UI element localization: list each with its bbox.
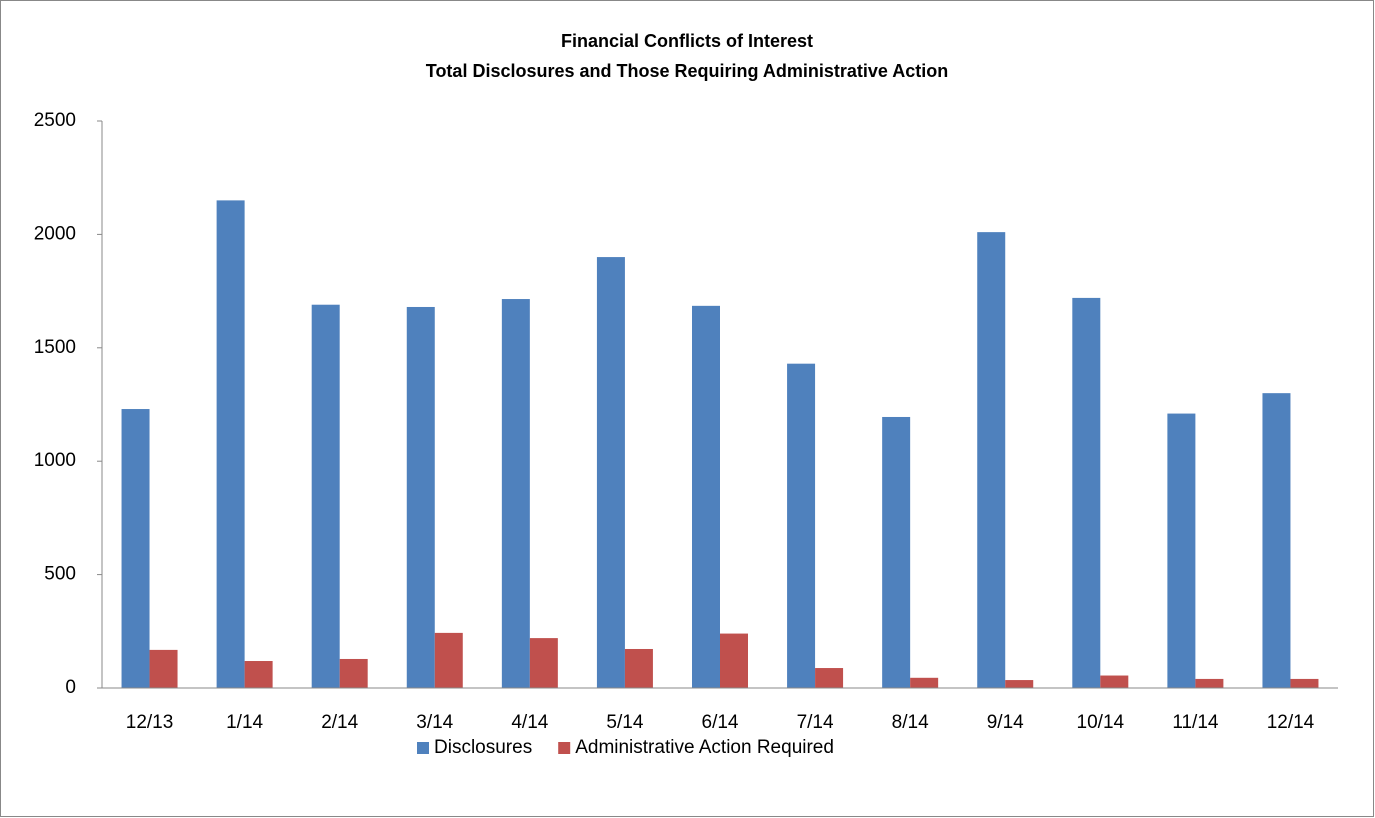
bar [720, 633, 748, 688]
x-tick-label: 8/14 [892, 712, 929, 733]
x-tick-label: 12/13 [126, 712, 174, 733]
bar [1262, 393, 1291, 688]
x-tick-label: 12/14 [1267, 712, 1315, 733]
bar [815, 668, 844, 688]
bar [501, 299, 530, 688]
bar [1195, 678, 1224, 688]
x-tick-label: 2/14 [321, 712, 358, 733]
x-tick-label: 10/14 [1077, 712, 1125, 733]
bar [1167, 413, 1196, 688]
bar [977, 232, 1006, 688]
chart-subtitle: Total Disclosures and Those Requiring Ad… [426, 61, 948, 81]
legend-swatch [417, 742, 429, 754]
bar [692, 305, 720, 688]
bar [1100, 675, 1129, 688]
bar [529, 638, 558, 688]
x-tick-label: 1/14 [226, 712, 263, 733]
x-tick-label: 3/14 [416, 712, 453, 733]
bar [1005, 680, 1034, 688]
bar [624, 648, 653, 688]
bar [1072, 297, 1101, 688]
y-tick-label: 500 [44, 564, 76, 585]
x-tick-label: 11/14 [1172, 712, 1219, 733]
bar [596, 257, 625, 688]
x-tick-label: 9/14 [987, 712, 1024, 733]
y-tick-label: 1000 [34, 450, 76, 471]
bar [406, 306, 435, 688]
bar [121, 409, 150, 688]
chart-title: Financial Conflicts of Interest [561, 31, 813, 51]
x-tick-label: 7/14 [797, 712, 834, 733]
legend-label: Disclosures [434, 737, 532, 758]
legend-swatch [558, 742, 571, 754]
bar [216, 200, 245, 688]
y-tick-label: 2500 [34, 110, 76, 131]
x-tick-label: 4/14 [511, 712, 548, 733]
y-tick-label: 2000 [34, 223, 76, 244]
bar [244, 661, 273, 688]
bar [1290, 678, 1319, 688]
bar [434, 632, 463, 688]
x-tick-label: 6/14 [702, 712, 739, 733]
bar [787, 363, 816, 688]
y-tick-label: 1500 [34, 337, 76, 358]
bar [910, 677, 939, 688]
bar [149, 649, 178, 688]
bar [339, 658, 368, 688]
bar [311, 304, 340, 688]
x-tick-label: 5/14 [606, 712, 643, 733]
bar [882, 416, 911, 688]
legend-label: Administrative Action Required [575, 737, 834, 758]
y-tick-label: 0 [65, 677, 76, 698]
